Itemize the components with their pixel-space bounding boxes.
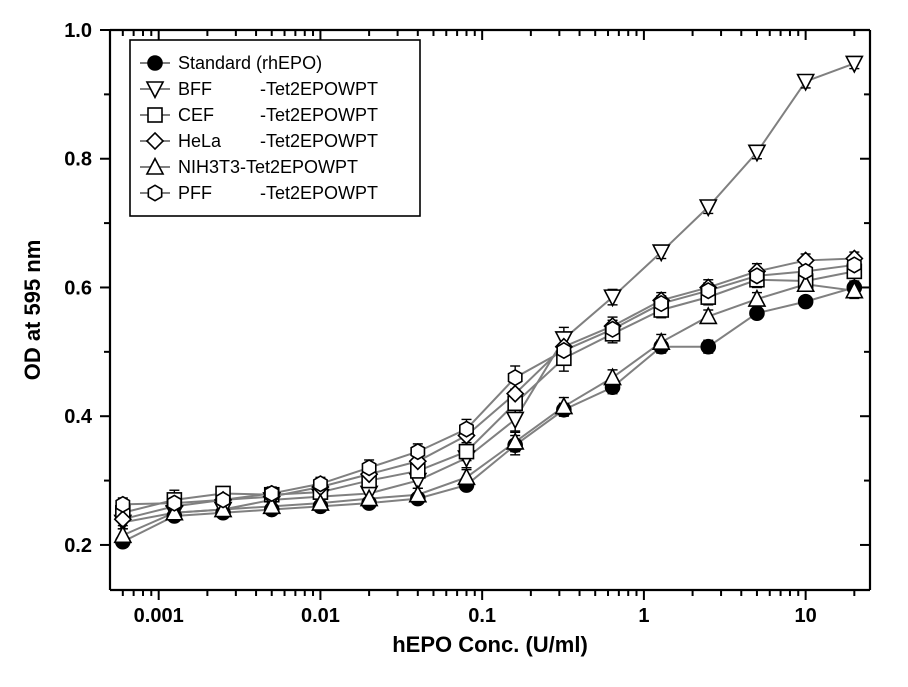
svg-text:NIH3T3-Tet2EPOWPT: NIH3T3-Tet2EPOWPT xyxy=(178,157,358,177)
svg-text:BFF: BFF xyxy=(178,79,212,99)
svg-text:CEF: CEF xyxy=(178,105,214,125)
svg-text:0.8: 0.8 xyxy=(64,149,92,171)
svg-text:-Tet2EPOWPT: -Tet2EPOWPT xyxy=(260,105,378,125)
svg-text:-Tet2EPOWPT: -Tet2EPOWPT xyxy=(260,79,378,99)
svg-text:PFF: PFF xyxy=(178,183,212,203)
svg-text:-Tet2EPOWPT: -Tet2EPOWPT xyxy=(260,131,378,151)
svg-text:0.2: 0.2 xyxy=(64,535,92,557)
chart-container: 0.001 0.01 0.1 1 10 hEPO Conc. (U/ml) 0.2 0.4 0.… xyxy=(0,0,908,687)
svg-text:0.001: 0.001 xyxy=(134,605,184,627)
svg-text:1: 1 xyxy=(638,605,649,627)
svg-text:OD at 595 nm: OD at 595 nm xyxy=(20,240,45,381)
svg-text:HeLa: HeLa xyxy=(178,131,222,151)
chart-svg: 0.001 0.01 0.1 1 10 hEPO Conc. (U/ml) 0.2 0.4 0.… xyxy=(0,0,908,687)
svg-text:1.0: 1.0 xyxy=(64,20,92,42)
svg-text:hEPO Conc. (U/ml): hEPO Conc. (U/ml) xyxy=(392,632,588,657)
svg-text:Standard (rhEPO): Standard (rhEPO) xyxy=(178,53,322,73)
svg-text:0.6: 0.6 xyxy=(64,277,92,299)
svg-text:0.4: 0.4 xyxy=(64,406,93,428)
svg-text:10: 10 xyxy=(795,605,817,627)
legend: Standard (rhEPO) BFF -Tet2EPOWPT CEF -Tet2EP… xyxy=(130,40,420,216)
svg-text:0.01: 0.01 xyxy=(301,605,340,627)
svg-text:0.1: 0.1 xyxy=(468,605,496,627)
svg-text:-Tet2EPOWPT: -Tet2EPOWPT xyxy=(260,183,378,203)
